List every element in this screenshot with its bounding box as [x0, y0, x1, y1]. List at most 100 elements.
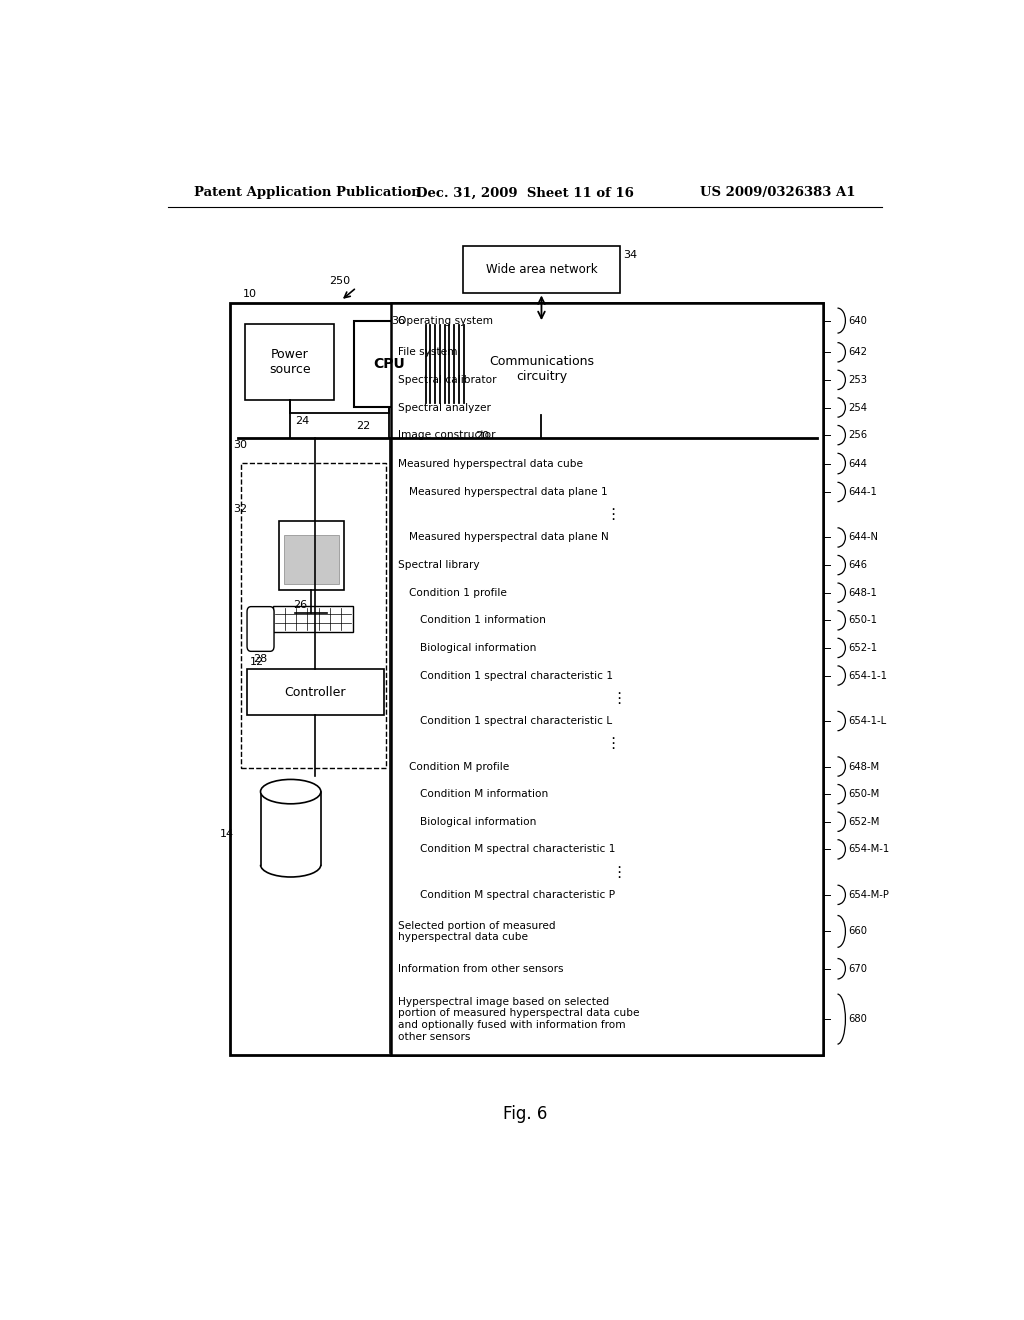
Bar [414, 708, 823, 735]
Text: Condition M information: Condition M information [420, 789, 548, 799]
Bar [391, 338, 823, 366]
Bar [402, 524, 823, 552]
Text: Measured hyperspectral data plane N: Measured hyperspectral data plane N [409, 532, 608, 543]
Text: 14: 14 [220, 829, 234, 840]
Text: US 2009/0326383 A1: US 2009/0326383 A1 [700, 186, 856, 199]
Text: ⋮: ⋮ [611, 865, 626, 879]
Text: Operating system: Operating system [397, 315, 493, 326]
Bar [260, 792, 321, 865]
Text: 660: 660 [849, 927, 867, 936]
Text: Measured hyperspectral data cube: Measured hyperspectral data cube [397, 458, 583, 469]
Text: 36: 36 [391, 315, 406, 326]
Text: Condition M profile: Condition M profile [409, 762, 509, 771]
Text: Fig. 6: Fig. 6 [503, 1105, 547, 1123]
Text: Spectral calibrator: Spectral calibrator [397, 375, 497, 385]
Text: 654-M-P: 654-M-P [849, 890, 890, 900]
Text: 654-1-1: 654-1-1 [849, 671, 888, 681]
Text: 640: 640 [849, 315, 867, 326]
Text: 26: 26 [293, 599, 307, 610]
Text: Condition M spectral characteristic 1: Condition M spectral characteristic 1 [420, 845, 615, 854]
Bar [414, 634, 823, 661]
Text: Condition M spectral characteristic P: Condition M spectral characteristic P [420, 890, 615, 900]
Text: ⋮: ⋮ [605, 507, 621, 523]
Bar [391, 954, 823, 983]
Text: 34: 34 [624, 249, 637, 260]
Text: 24: 24 [295, 416, 309, 425]
Text: 652-M: 652-M [849, 817, 880, 826]
Text: 670: 670 [849, 964, 867, 974]
Text: Condition 1 profile: Condition 1 profile [409, 587, 507, 598]
Text: 654-1-L: 654-1-L [849, 715, 887, 726]
Bar [414, 880, 823, 908]
Text: Controller: Controller [285, 685, 346, 698]
Bar [391, 449, 823, 478]
Text: Communications
circuitry: Communications circuitry [489, 355, 594, 383]
Text: 644-N: 644-N [849, 532, 879, 543]
Bar [242, 463, 386, 768]
Text: 644: 644 [849, 458, 867, 469]
Bar [414, 836, 823, 863]
Bar [229, 302, 823, 1055]
Bar [273, 606, 352, 632]
Text: 30: 30 [232, 440, 247, 450]
Bar [414, 808, 823, 836]
Bar [402, 579, 823, 606]
Text: 648-1: 648-1 [849, 587, 878, 598]
Text: Dec. 31, 2009  Sheet 11 of 16: Dec. 31, 2009 Sheet 11 of 16 [416, 186, 634, 199]
Text: 10: 10 [243, 289, 257, 298]
Bar [391, 908, 823, 954]
Text: 28: 28 [253, 655, 267, 664]
Bar [279, 521, 344, 590]
Bar [414, 780, 823, 808]
Text: File system: File system [397, 347, 458, 358]
Text: Condition 1 information: Condition 1 information [420, 615, 546, 626]
Text: 644-1: 644-1 [849, 487, 878, 498]
Text: Power
source: Power source [269, 348, 310, 376]
Text: 32: 32 [232, 504, 247, 513]
FancyBboxPatch shape [247, 607, 274, 651]
Text: Condition 1 spectral characteristic 1: Condition 1 spectral characteristic 1 [420, 671, 613, 681]
Text: ⋮: ⋮ [605, 737, 621, 751]
Text: 256: 256 [849, 430, 867, 440]
Bar [246, 325, 334, 400]
Text: 253: 253 [849, 375, 867, 385]
Bar [391, 983, 823, 1055]
Text: Condition 1 spectral characteristic L: Condition 1 spectral characteristic L [420, 715, 612, 726]
Text: Biological information: Biological information [420, 643, 537, 653]
Text: Image constructor: Image constructor [397, 430, 496, 440]
Text: 650-M: 650-M [849, 789, 880, 799]
Bar [391, 366, 823, 393]
Text: 22: 22 [356, 421, 371, 430]
Text: 642: 642 [849, 347, 867, 358]
Bar [414, 606, 823, 634]
Text: 646: 646 [849, 560, 867, 570]
Bar [247, 669, 384, 715]
Bar [463, 323, 621, 414]
Bar [402, 478, 823, 506]
Text: Spectral analyzer: Spectral analyzer [397, 403, 490, 413]
Text: 652-1: 652-1 [849, 643, 878, 653]
Text: 680: 680 [849, 1014, 867, 1024]
Text: 250: 250 [329, 276, 350, 286]
Text: 20: 20 [475, 430, 489, 441]
Bar [463, 246, 621, 293]
Text: 654-M-1: 654-M-1 [849, 845, 890, 854]
Text: Information from other sensors: Information from other sensors [397, 964, 563, 974]
Bar [414, 661, 823, 689]
Text: ⋮: ⋮ [611, 690, 626, 706]
Bar [391, 552, 823, 579]
Text: Wide area network: Wide area network [485, 263, 597, 276]
Text: 254: 254 [849, 403, 867, 413]
Text: Spectral library: Spectral library [397, 560, 479, 570]
Text: 648-M: 648-M [849, 762, 880, 771]
Ellipse shape [260, 779, 321, 804]
Text: Hyperspectral image based on selected
portion of measured hyperspectral data cub: Hyperspectral image based on selected po… [397, 997, 639, 1041]
Text: Measured hyperspectral data plane 1: Measured hyperspectral data plane 1 [409, 487, 607, 498]
Text: CPU: CPU [373, 358, 404, 371]
Bar [284, 536, 339, 585]
Text: Selected portion of measured
hyperspectral data cube: Selected portion of measured hyperspectr… [397, 920, 555, 942]
Bar [402, 752, 823, 780]
Bar [354, 321, 424, 408]
Bar [391, 421, 823, 449]
Text: 12: 12 [250, 656, 263, 667]
